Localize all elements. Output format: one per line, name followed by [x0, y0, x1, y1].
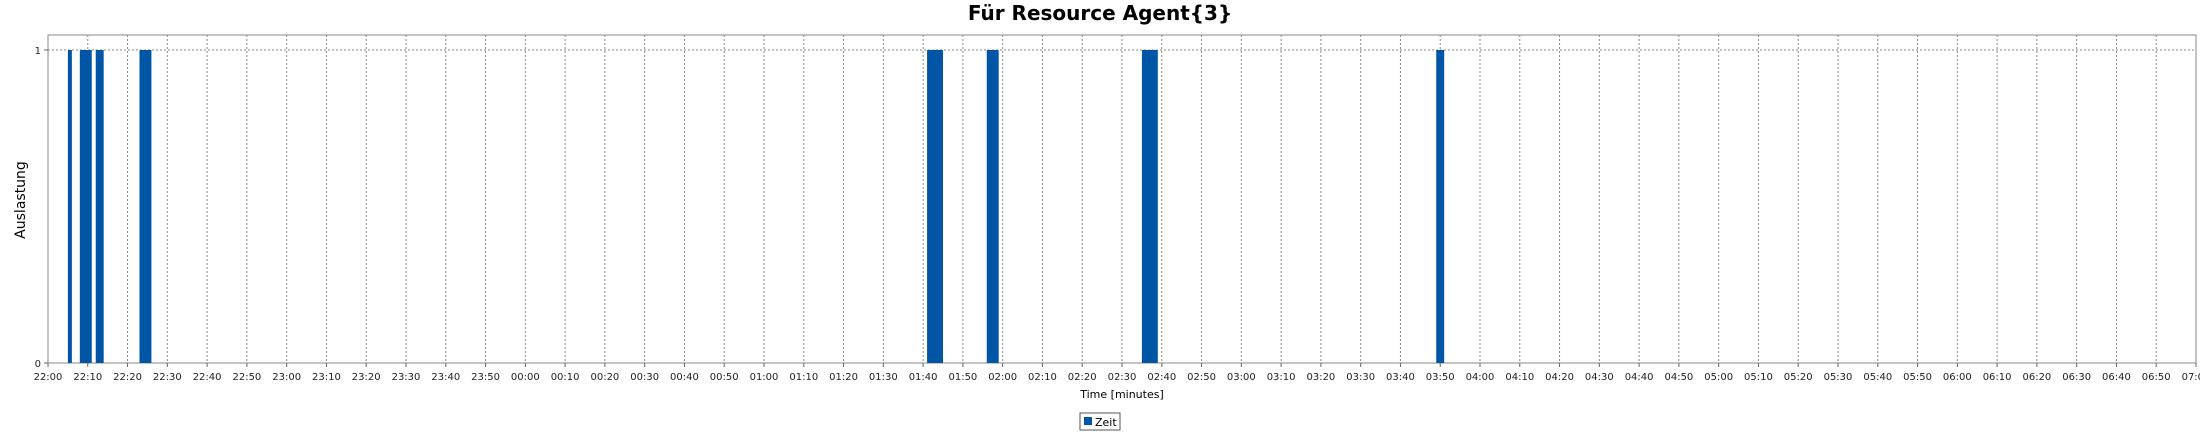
- x-tick-label: 02:40: [1147, 372, 1176, 383]
- x-tick-label: 02:10: [1028, 372, 1057, 383]
- x-tick-label: 23:10: [312, 372, 341, 383]
- x-tick-label: 22:40: [193, 372, 222, 383]
- x-tick-label: 02:50: [1187, 372, 1216, 383]
- x-tick-label: 22:20: [113, 372, 142, 383]
- x-tick-label: 22:50: [232, 372, 261, 383]
- bar-series: [67, 50, 1445, 363]
- bar: [79, 50, 92, 363]
- y-axis-ticks: 01: [35, 46, 48, 370]
- x-tick-label: 03:40: [1386, 372, 1415, 383]
- x-tick-label: 04:30: [1585, 372, 1614, 383]
- x-tick-label: 06:50: [2142, 372, 2171, 383]
- y-tick-label: 1: [35, 46, 41, 57]
- x-tick-label: 23:20: [352, 372, 381, 383]
- x-axis-ticks: 22:00 22:10 22:20 22:30 22:40 22:50 23:00 23:10…: [34, 363, 2200, 383]
- x-tick-label: 05:40: [1863, 372, 1892, 383]
- x-tick-label: 04:40: [1625, 372, 1654, 383]
- y-axis-label: Auslastung: [13, 161, 29, 239]
- x-tick-label: 01:10: [789, 372, 818, 383]
- legend: Zeit: [1079, 412, 1121, 431]
- x-tick-label: 02:00: [988, 372, 1017, 383]
- bar: [95, 50, 104, 363]
- x-tick-label: 06:10: [1983, 372, 2012, 383]
- x-tick-label: 00:00: [511, 372, 540, 383]
- bar: [1436, 50, 1445, 363]
- x-tick-label: 06:40: [2102, 372, 2131, 383]
- x-tick-label: 05:20: [1784, 372, 1813, 383]
- x-tick-label: 02:30: [1108, 372, 1137, 383]
- bar: [67, 50, 72, 363]
- x-tick-label: 01:00: [750, 372, 779, 383]
- x-tick-label: 02:20: [1068, 372, 1097, 383]
- x-tick-label: 03:50: [1426, 372, 1455, 383]
- grid-lines: [48, 35, 2196, 363]
- x-tick-label: 04:00: [1466, 372, 1495, 383]
- chart-title: Für Resource Agent{3}: [968, 1, 1232, 25]
- bar: [986, 50, 999, 363]
- bar: [927, 50, 943, 363]
- x-tick-label: 01:40: [909, 372, 938, 383]
- x-tick-label: 05:50: [1903, 372, 1932, 383]
- x-tick-label: 05:00: [1704, 372, 1733, 383]
- x-tick-label: 05:30: [1824, 372, 1853, 383]
- x-tick-label: 01:20: [829, 372, 858, 383]
- x-tick-label: 00:10: [551, 372, 580, 383]
- x-tick-label: 04:50: [1664, 372, 1693, 383]
- x-tick-label: 03:20: [1306, 372, 1335, 383]
- x-tick-label: 23:00: [272, 372, 301, 383]
- bar: [139, 50, 152, 363]
- x-tick-label: 22:10: [73, 372, 102, 383]
- x-tick-label: 22:30: [153, 372, 182, 383]
- legend-label: Zeit: [1095, 416, 1117, 429]
- bar: [1141, 50, 1158, 363]
- x-tick-label: 00:30: [630, 372, 659, 383]
- x-tick-label: 03:10: [1267, 372, 1296, 383]
- x-tick-label: 04:20: [1545, 372, 1574, 383]
- x-axis-label: Time [minutes]: [1079, 388, 1164, 401]
- x-tick-label: 23:30: [392, 372, 421, 383]
- x-tick-label: 06:20: [2022, 372, 2051, 383]
- x-tick-label: 23:50: [471, 372, 500, 383]
- x-tick-label: 00:40: [670, 372, 699, 383]
- x-tick-label: 06:30: [2062, 372, 2091, 383]
- x-tick-label: 04:10: [1505, 372, 1534, 383]
- x-tick-label: 22:00: [34, 372, 63, 383]
- x-tick-label: 06:00: [1943, 372, 1972, 383]
- x-tick-label: 00:50: [710, 372, 739, 383]
- x-tick-label: 05:10: [1744, 372, 1773, 383]
- x-tick-label: 00:20: [590, 372, 619, 383]
- y-tick-label: 0: [35, 359, 41, 370]
- x-tick-label: 03:00: [1227, 372, 1256, 383]
- x-tick-label: 03:30: [1346, 372, 1375, 383]
- x-tick-label: 23:40: [431, 372, 460, 383]
- x-tick-label: 07:00: [2182, 372, 2200, 383]
- x-tick-label: 01:30: [869, 372, 898, 383]
- x-tick-label: 01:50: [948, 372, 977, 383]
- legend-swatch: [1084, 417, 1092, 425]
